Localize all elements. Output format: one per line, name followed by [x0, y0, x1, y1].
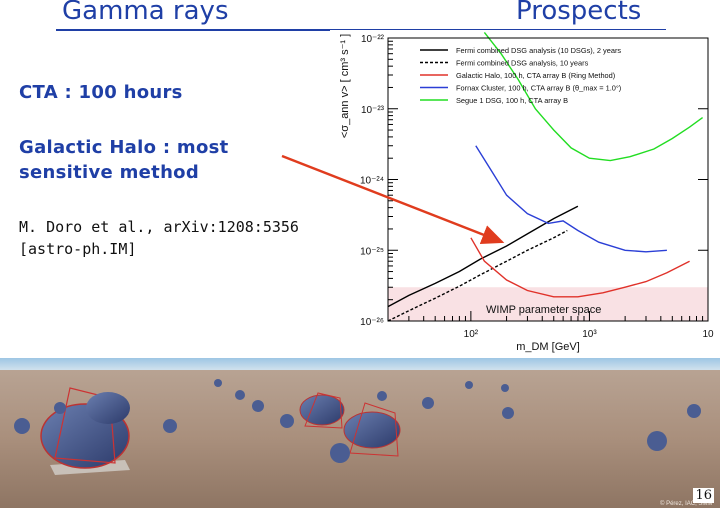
legend-label: Fornax Cluster, 100 h, CTA array B (θ_ma… — [456, 84, 621, 93]
series-curves — [387, 31, 704, 322]
legend-label: Segue 1 DSG, 100 h, CTA array B — [456, 96, 568, 105]
x-tick-label: 10² — [464, 329, 479, 340]
slide-title-left: Gamma rays — [62, 0, 229, 26]
wimp-parameter-space-label: WIMP parameter space — [486, 304, 601, 316]
cross-section-chart: WIMP parameter space 10⁻²⁶ 10⁻²⁵ 10⁻²⁴ 10⁻²… — [330, 30, 720, 360]
annotation-arrow — [281, 154, 505, 245]
x-axis-label: m_DM [GeV] — [516, 341, 580, 353]
legend-label: Fermi combined DSG analysis (10 DSGs), 2… — [456, 46, 621, 55]
slide-title-right: Prospects — [516, 0, 642, 26]
x-tick-label: 10³ — [582, 329, 597, 340]
y-tick-label: 10⁻²² — [361, 34, 385, 45]
y-tick-label: 10⁻²⁶ — [360, 317, 384, 328]
mid-telescope-2 — [343, 402, 401, 457]
cta-label: CTA : 100 hours — [19, 82, 183, 103]
legend-label: Galactic Halo, 100 h, CTA array B (Ring … — [456, 71, 615, 80]
y-axis-label: <σ_ann v> [ cm³ s⁻¹ ] — [339, 34, 351, 138]
chart-legend: Fermi combined DSG analysis (10 DSGs), 2… — [420, 46, 621, 105]
wimp-parameter-space-region — [388, 287, 708, 321]
series-line — [387, 205, 579, 308]
y-tick-label: 10⁻²³ — [361, 105, 385, 116]
series-line — [470, 237, 690, 298]
galactic-halo-note-line1: Galactic Halo : most — [19, 137, 229, 158]
y-tick-label: 10⁻²⁴ — [360, 176, 384, 187]
large-telescope — [40, 387, 130, 475]
legend-label: Fermi combined DSG analysis, 10 years — [456, 59, 589, 68]
cta-telescope-array-photo: © Pérez, IAC, SMM — [0, 358, 720, 508]
series-line — [475, 145, 667, 253]
series-line — [483, 31, 704, 162]
reference-line2: [astro-ph.IM] — [19, 240, 137, 258]
galactic-halo-note-line2: sensitive method — [19, 162, 200, 183]
series-line — [387, 229, 568, 322]
plot-frame — [387, 37, 709, 322]
x-tick-label: 10 — [702, 329, 714, 340]
reference-citation: M. Doro et al., arXiv:1208:5356 [astro-p… — [19, 216, 319, 260]
photo-credit: © Pérez, IAC, SMM — [660, 500, 712, 507]
reference-line1: M. Doro et al., arXiv:1208:5356 — [19, 218, 299, 236]
y-tick-label: 10⁻²⁵ — [360, 246, 384, 257]
galactic-halo-note: Galactic Halo : most sensitive method — [19, 135, 299, 185]
small-telescopes — [14, 379, 701, 463]
page-number: 16 — [693, 488, 714, 503]
mid-telescope-1 — [299, 392, 345, 429]
